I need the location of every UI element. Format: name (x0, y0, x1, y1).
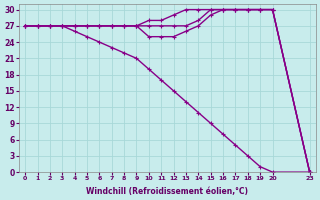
X-axis label: Windchill (Refroidissement éolien,°C): Windchill (Refroidissement éolien,°C) (86, 187, 248, 196)
